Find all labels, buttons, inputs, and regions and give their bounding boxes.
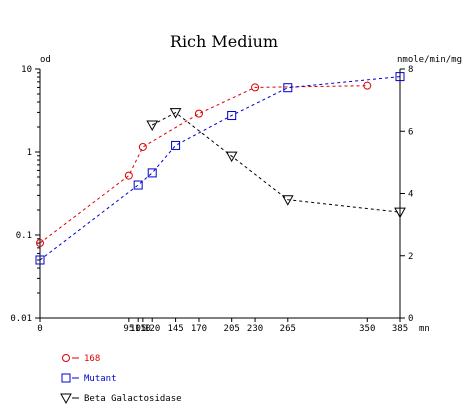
y-right-tick-label: 4: [408, 190, 413, 200]
data-point: [225, 151, 238, 163]
legend-item: 168: [62, 354, 100, 364]
x-tick-label: 170: [191, 324, 207, 334]
legend-item: Beta Galactosidase: [60, 393, 182, 405]
legend-label: 168: [84, 354, 100, 364]
x-tick-label: 0: [37, 324, 42, 334]
x-tick-label: 385: [392, 324, 408, 334]
x-tick-label: 120: [144, 324, 160, 334]
data-point: [395, 72, 405, 82]
y-right-tick-label: 6: [408, 127, 413, 137]
data-point: [133, 180, 143, 190]
y-axis-left-label: od: [40, 55, 51, 65]
y-left-tick-label: 0.1: [16, 231, 32, 241]
y-right-tick-label: 2: [408, 252, 413, 262]
legend: 168 Mutant Beta Galactosidase: [60, 354, 182, 405]
data-point: [227, 111, 237, 121]
x-tick-label: 230: [247, 324, 263, 334]
data-point: [36, 239, 44, 248]
y-left-tick-label: 10: [21, 65, 32, 75]
data-point: [171, 140, 181, 150]
series-1: [35, 72, 405, 265]
x-tick-label: 205: [224, 324, 240, 334]
y-axis-right-label: nmole/min/mg: [397, 55, 462, 65]
series-layer: [35, 72, 406, 265]
y-right-tick-label: 0: [408, 314, 413, 324]
legend-marker: [61, 373, 71, 383]
data-point: [146, 120, 159, 132]
x-tick-label: 95: [123, 324, 134, 334]
series-0: [36, 81, 372, 248]
x-tick-label: 265: [280, 324, 296, 334]
data-point: [394, 207, 406, 219]
legend-label: Mutant: [84, 374, 117, 384]
x-tick-label: 350: [359, 324, 375, 334]
legend-marker: [62, 354, 70, 362]
y-left-tick-label: 0.01: [10, 314, 32, 324]
data-point: [124, 171, 133, 180]
data-point: [251, 83, 260, 92]
x-tick-label: 105: [130, 324, 146, 334]
data-point: [169, 108, 182, 119]
legend-label: Beta Galactosidase: [84, 394, 182, 404]
y-left-tick-label: 1: [27, 148, 32, 158]
data-point: [283, 83, 293, 93]
series-line: [151, 112, 401, 213]
chart-title: Rich Medium: [170, 32, 278, 51]
series-line: [39, 76, 401, 261]
data-point: [194, 109, 203, 118]
legend-marker: [60, 393, 72, 405]
x-tick-label: 110: [135, 324, 151, 334]
data-point: [35, 255, 45, 265]
data-point: [147, 168, 157, 178]
data-point: [138, 142, 147, 151]
data-point: [363, 81, 372, 90]
x-tick-label: 145: [167, 324, 183, 334]
data-point: [281, 195, 294, 206]
series-line: [39, 85, 368, 244]
y-right-tick-label: 8: [408, 65, 413, 75]
x-axis-label: mn: [419, 324, 430, 334]
legend-item: Mutant: [61, 373, 117, 384]
series-2: [146, 108, 406, 219]
